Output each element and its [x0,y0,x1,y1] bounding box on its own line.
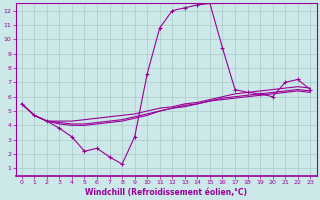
X-axis label: Windchill (Refroidissement éolien,°C): Windchill (Refroidissement éolien,°C) [85,188,247,197]
